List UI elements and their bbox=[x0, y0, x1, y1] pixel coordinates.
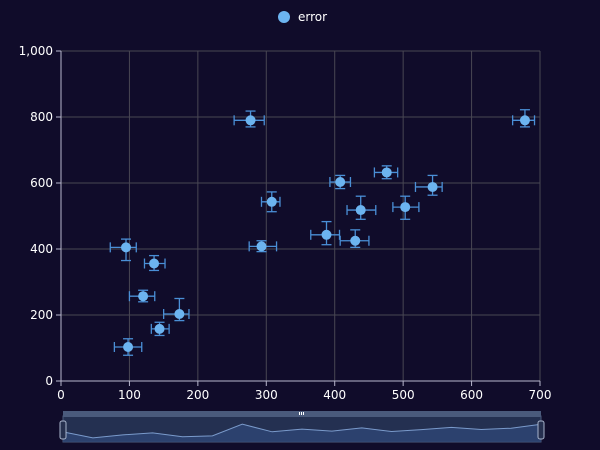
data-point[interactable] bbox=[266, 196, 277, 207]
data-point[interactable] bbox=[174, 309, 185, 320]
x-tick-label: 100 bbox=[118, 388, 141, 402]
y-tick-label: 0 bbox=[45, 374, 53, 388]
data-point-group bbox=[150, 321, 170, 337]
x-tick-label: 200 bbox=[186, 388, 209, 402]
legend-label: error bbox=[298, 10, 327, 24]
y-tick-label: 200 bbox=[30, 308, 53, 322]
data-point-group bbox=[373, 165, 399, 180]
legend-swatch[interactable] bbox=[278, 11, 290, 23]
data-point-group bbox=[511, 109, 536, 128]
zoom-grip-line bbox=[301, 412, 302, 415]
data-point[interactable] bbox=[400, 202, 411, 213]
data-point-group bbox=[260, 191, 281, 213]
y-tick-label: 800 bbox=[30, 110, 53, 124]
data-point-group bbox=[248, 240, 278, 253]
data-point-group bbox=[414, 174, 443, 196]
data-point[interactable] bbox=[355, 205, 366, 216]
zoom-preview-line bbox=[62, 423, 542, 439]
y-tick-label: 400 bbox=[30, 242, 53, 256]
data-point[interactable] bbox=[138, 291, 149, 302]
data-point[interactable] bbox=[256, 241, 267, 252]
zoom-preview-area bbox=[63, 424, 541, 442]
data-point-group bbox=[310, 220, 341, 246]
data-point[interactable] bbox=[154, 323, 165, 334]
x-tick-label: 700 bbox=[529, 388, 552, 402]
data-point[interactable] bbox=[321, 229, 332, 240]
data-point[interactable] bbox=[335, 177, 346, 188]
data-point[interactable] bbox=[519, 115, 530, 126]
scatter-series bbox=[109, 109, 536, 356]
zoom-handle-left[interactable] bbox=[59, 420, 67, 440]
data-point-group bbox=[109, 238, 137, 262]
data-zoom-slider[interactable] bbox=[59, 411, 545, 443]
data-point-group bbox=[346, 195, 377, 220]
data-point-group bbox=[113, 338, 143, 356]
data-point[interactable] bbox=[245, 115, 256, 126]
data-point-group bbox=[143, 254, 166, 272]
data-point[interactable] bbox=[121, 242, 132, 253]
grid bbox=[61, 50, 541, 381]
data-point-group bbox=[128, 289, 156, 303]
y-tick-label: 1,000 bbox=[19, 44, 53, 58]
zoom-grip-line bbox=[299, 412, 300, 415]
zoom-handle-right[interactable] bbox=[537, 420, 545, 440]
data-point-group bbox=[392, 195, 420, 220]
data-point[interactable] bbox=[123, 342, 134, 353]
x-tick-label: 300 bbox=[255, 388, 278, 402]
x-tick-label: 600 bbox=[460, 388, 483, 402]
data-point-group bbox=[233, 110, 265, 128]
axes: 0 100 200 300 400 500 600 700 0 200 400 600 800 1,000 bbox=[19, 44, 552, 402]
data-point[interactable] bbox=[149, 258, 160, 269]
data-point[interactable] bbox=[427, 181, 438, 192]
x-tick-label: 500 bbox=[392, 388, 415, 402]
y-tick-label: 600 bbox=[30, 176, 53, 190]
data-point-group bbox=[162, 297, 190, 322]
data-point[interactable] bbox=[381, 167, 392, 178]
data-point-group bbox=[329, 174, 352, 190]
zoom-grip-line bbox=[303, 412, 304, 415]
legend[interactable]: error bbox=[278, 10, 327, 24]
data-point[interactable] bbox=[350, 235, 361, 246]
x-tick-label: 0 bbox=[57, 388, 65, 402]
data-point-group bbox=[339, 229, 370, 249]
x-tick-label: 400 bbox=[323, 388, 346, 402]
